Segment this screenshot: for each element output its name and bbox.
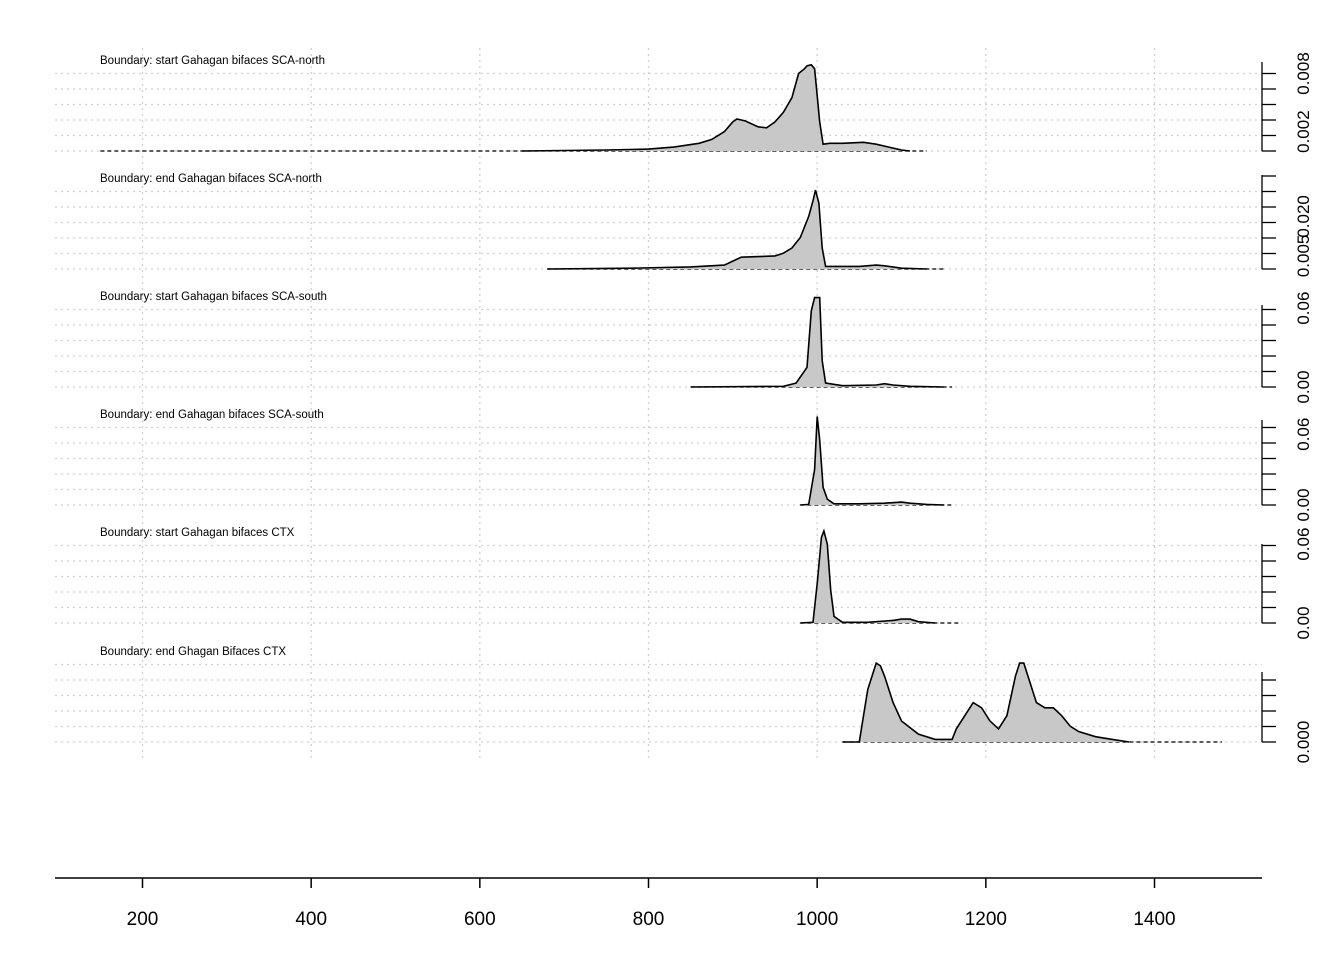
panel-title: Boundary: end Gahagan bifaces SCA-south — [100, 409, 324, 421]
density-area — [522, 64, 910, 151]
density-panels: Boundary: start Gahagan bifaces SCA-nort… — [100, 55, 1222, 743]
density-line — [690, 296, 944, 388]
x-axis: 200 400 600 800 1000 1200 1400 — [55, 877, 1262, 930]
density-panel: Boundary: start Gahagan bifaces SCA-nort… — [100, 55, 927, 152]
x-tick-label: 200 — [127, 909, 159, 930]
density-panel: Boundary: start Gahagan bifaces CTX — [100, 527, 961, 624]
density-panel: Boundary: end Gahagan bifaces SCA-north — [100, 173, 944, 270]
density-line — [842, 661, 1130, 743]
density-panel: Boundary: end Gahagan bifaces SCA-south — [100, 409, 953, 506]
panel-title: Boundary: start Gahagan bifaces SCA-sout… — [100, 291, 327, 303]
density-panel: Boundary: end Ghagan Bifaces CTX — [100, 646, 1222, 743]
panel-title: Boundary: end Ghagan Bifaces CTX — [100, 646, 286, 658]
panel-title: Boundary: start Gahagan bifaces CTX — [100, 527, 295, 539]
density-line — [800, 528, 936, 624]
grid — [55, 48, 1262, 760]
y-axis: 0.00 0.06 — [1261, 418, 1313, 522]
y-tick-label: 0.06 — [1294, 528, 1313, 561]
density-area — [690, 297, 944, 387]
x-tick-label: 400 — [295, 909, 327, 930]
density-line — [800, 416, 944, 506]
y-axis: 0.00 0.06 — [1261, 292, 1313, 404]
density-line — [547, 189, 927, 270]
y-tick-label: 0.06 — [1294, 418, 1313, 451]
panel-title: Boundary: start Gahagan bifaces SCA-nort… — [100, 55, 325, 67]
x-tick-label: 1000 — [796, 909, 838, 930]
y-tick-label: 0.000 — [1294, 721, 1313, 764]
density-area — [547, 190, 927, 269]
x-tick-label: 600 — [464, 909, 496, 930]
x-tick-label: 1200 — [965, 909, 1007, 930]
y-axes: 0.0020.0080.0050.0200.000.060.000.060.00… — [1261, 52, 1313, 764]
y-axis: 0.002 0.008 — [1261, 52, 1313, 153]
density-area — [800, 416, 944, 505]
y-tick-label: 0.00 — [1294, 488, 1313, 521]
y-tick-label: 0.002 — [1294, 110, 1313, 153]
y-tick-label: 0.008 — [1294, 52, 1313, 95]
density-area — [800, 531, 936, 623]
panel-title: Boundary: end Gahagan bifaces SCA-north — [100, 173, 322, 185]
y-tick-label: 0.06 — [1294, 292, 1313, 325]
density-panel: Boundary: start Gahagan bifaces SCA-sout… — [100, 291, 953, 388]
y-axis: 0.000 — [1261, 672, 1313, 764]
density-line — [521, 63, 910, 152]
y-tick-label: 0.020 — [1294, 195, 1313, 238]
y-tick-label: 0.00 — [1294, 370, 1313, 403]
y-tick-label: 0.005 — [1294, 235, 1313, 278]
x-tick-label: 1400 — [1133, 909, 1175, 930]
y-tick-label: 0.00 — [1294, 606, 1313, 639]
y-axis: 0.00 0.06 — [1261, 528, 1313, 640]
x-tick-label: 800 — [633, 909, 665, 930]
density-area — [842, 663, 1130, 742]
